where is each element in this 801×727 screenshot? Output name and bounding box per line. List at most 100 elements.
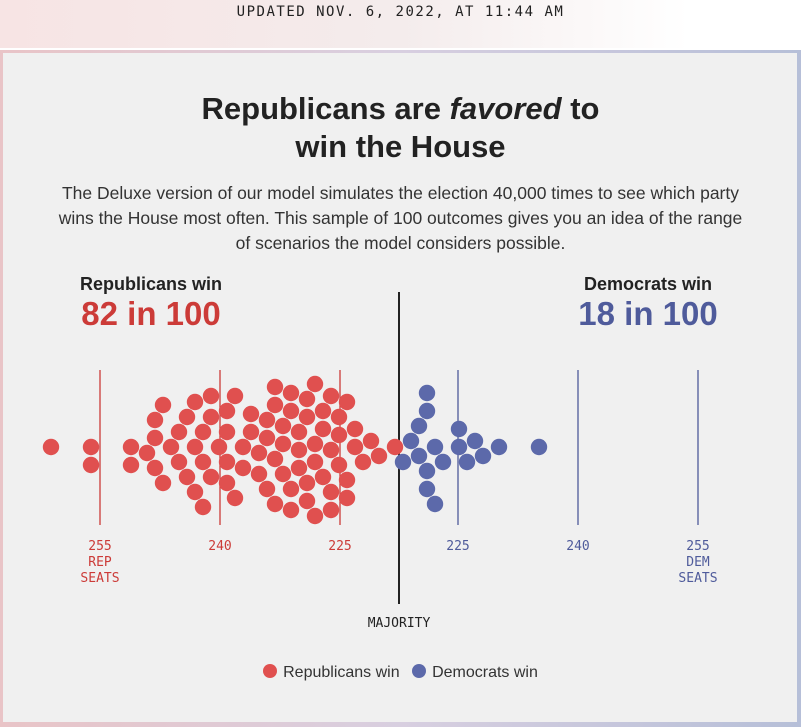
rep-outcome-dot bbox=[274, 435, 292, 453]
dem-outcome-dot bbox=[418, 402, 436, 420]
headline: Republicans are favored to win the House bbox=[0, 90, 801, 166]
tick-label: DEM bbox=[686, 555, 710, 570]
rep-outcome-dot bbox=[234, 459, 252, 477]
tick-label: 255 bbox=[88, 539, 111, 554]
rep-outcome-dot bbox=[242, 423, 260, 441]
rep-outcome-dot bbox=[82, 438, 100, 456]
rep-outcome-dot bbox=[226, 387, 244, 405]
dem-outcome-dot bbox=[426, 495, 444, 513]
dem-outcome-dot bbox=[418, 384, 436, 402]
rep-outcome-dot bbox=[322, 501, 340, 519]
dem-outcome-dot bbox=[474, 447, 492, 465]
rep-outcome-dot bbox=[314, 402, 332, 420]
rep-outcome-dot bbox=[330, 426, 348, 444]
rep-outcome-dot bbox=[186, 483, 204, 501]
majority-label: MAJORITY bbox=[368, 616, 431, 631]
rep-outcome-dot bbox=[298, 390, 316, 408]
rep-outcome-dot bbox=[194, 498, 212, 516]
rep-outcome-dot bbox=[138, 444, 156, 462]
tick-label: 225 bbox=[328, 539, 351, 554]
dem-outcome-dot bbox=[410, 447, 428, 465]
rep-outcome-dot bbox=[346, 420, 364, 438]
tick-label: 240 bbox=[566, 539, 589, 554]
rep-outcome-dot bbox=[162, 438, 180, 456]
dem-outcome-dot bbox=[434, 453, 452, 471]
legend-dem-label: Democrats win bbox=[432, 664, 538, 681]
rep-outcome-dot bbox=[218, 474, 236, 492]
dem-outcome-dot bbox=[418, 462, 436, 480]
tick-label: REP bbox=[88, 555, 112, 570]
rep-outcome-dot bbox=[266, 378, 284, 396]
rep-outcome-dot bbox=[178, 408, 196, 426]
dem-probability: 18 in 100 bbox=[578, 295, 718, 332]
rep-outcome-dot bbox=[178, 468, 196, 486]
rep-outcome-dot bbox=[322, 483, 340, 501]
dem-outcome-dot bbox=[458, 453, 476, 471]
dem-outcome-dot bbox=[490, 438, 508, 456]
rep-outcome-dot bbox=[258, 429, 276, 447]
rep-outcome-dot bbox=[202, 408, 220, 426]
rep-outcome-dot bbox=[298, 408, 316, 426]
rep-outcome-dot bbox=[218, 402, 236, 420]
rep-outcome-dot bbox=[218, 423, 236, 441]
rep-outcome-dot bbox=[42, 438, 60, 456]
rep-outcome-dot bbox=[330, 408, 348, 426]
rep-outcome-dot bbox=[250, 465, 268, 483]
dem-outcome-dot bbox=[394, 453, 412, 471]
rep-outcome-dot bbox=[346, 438, 364, 456]
rep-outcome-dot bbox=[170, 453, 188, 471]
updated-timestamp: UPDATED NOV. 6, 2022, AT 11:44 AM bbox=[236, 4, 565, 20]
rep-outcome-dot bbox=[290, 441, 308, 459]
tick-label: 255 bbox=[686, 539, 709, 554]
rep-outcome-dot bbox=[338, 471, 356, 489]
dem-outcome-dot bbox=[450, 420, 468, 438]
headline-line2: win the House bbox=[295, 129, 506, 164]
dem-outcome-dot bbox=[530, 438, 548, 456]
rep-outcome-dot bbox=[194, 453, 212, 471]
headline-part1: Republicans are bbox=[201, 91, 441, 126]
rep-outcome-dot bbox=[290, 423, 308, 441]
rep-outcome-dot bbox=[322, 441, 340, 459]
rep-outcome-dot bbox=[306, 435, 324, 453]
rep-outcome-dot bbox=[234, 438, 252, 456]
dem-outcome-dot bbox=[410, 417, 428, 435]
tick-label: 240 bbox=[208, 539, 231, 554]
rep-outcome-dot bbox=[386, 438, 404, 456]
rep-outcome-dot bbox=[306, 453, 324, 471]
tick-label: SEATS bbox=[80, 571, 119, 586]
rep-outcome-dot bbox=[282, 402, 300, 420]
rep-outcome-dot bbox=[282, 384, 300, 402]
rep-outcome-dot bbox=[210, 438, 228, 456]
dem-label: Democrats win bbox=[583, 274, 713, 294]
rep-outcome-dot bbox=[202, 387, 220, 405]
rep-outcome-dot bbox=[314, 468, 332, 486]
dem-outcome-dot bbox=[466, 432, 484, 450]
rep-outcome-dot bbox=[306, 375, 324, 393]
rep-outcome-dot bbox=[146, 411, 164, 429]
headline-emphasis: favored bbox=[449, 91, 562, 126]
rep-outcome-dot bbox=[194, 423, 212, 441]
rep-outcome-dot bbox=[306, 507, 324, 525]
tick-label: SEATS bbox=[678, 571, 717, 586]
rep-outcome-dot bbox=[274, 417, 292, 435]
rep-outcome-dot bbox=[322, 387, 340, 405]
rep-outcome-dot bbox=[370, 447, 388, 465]
rep-outcome-dot bbox=[282, 501, 300, 519]
legend-dem-swatch bbox=[412, 664, 427, 678]
rep-outcome-dot bbox=[314, 420, 332, 438]
rep-outcome-dot bbox=[298, 492, 316, 510]
rep-outcome-dot bbox=[146, 459, 164, 477]
rep-outcome-dot bbox=[298, 474, 316, 492]
description: The Deluxe version of our model simulate… bbox=[58, 183, 743, 253]
rep-outcome-dot bbox=[218, 453, 236, 471]
dem-outcome-dot bbox=[418, 480, 436, 498]
rep-outcome-dot bbox=[266, 450, 284, 468]
top-banner bbox=[0, 0, 801, 48]
legend-rep-label: Republicans win bbox=[283, 664, 400, 681]
rep-outcome-dot bbox=[338, 489, 356, 507]
dem-outcome-dot bbox=[450, 438, 468, 456]
rep-outcome-dot bbox=[122, 456, 140, 474]
rep-outcome-dot bbox=[354, 453, 372, 471]
rep-outcome-dot bbox=[250, 444, 268, 462]
